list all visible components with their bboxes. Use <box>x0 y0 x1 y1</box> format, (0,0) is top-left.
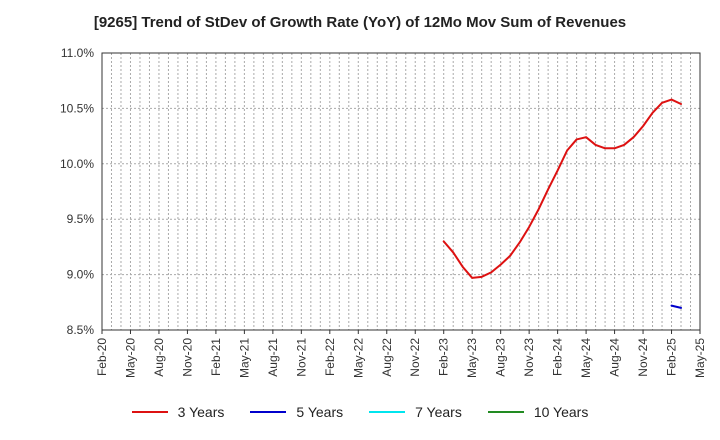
x-tick-label: Aug-20 <box>152 338 166 377</box>
x-tick-label: Feb-24 <box>551 338 565 376</box>
legend-label: 3 Years <box>177 404 225 420</box>
legend-label: 7 Years <box>415 404 462 420</box>
x-tick-label: May-21 <box>237 338 251 378</box>
x-tick-label: Feb-23 <box>437 338 451 376</box>
x-tick-label: May-24 <box>579 338 593 378</box>
x-tick-label: Feb-20 <box>95 338 109 376</box>
legend-swatch <box>131 411 168 413</box>
legend: 3 Years 5 Years 7 Years 10 Years <box>0 404 720 420</box>
x-tick-label: Feb-25 <box>665 338 679 376</box>
legend-item-7-years: 7 Years <box>369 404 462 420</box>
legend-label: 5 Years <box>296 404 344 420</box>
series-line-3-years <box>442 98 683 279</box>
x-tick-label: Aug-23 <box>494 338 508 377</box>
x-tick-label: May-23 <box>465 338 479 378</box>
x-tick-label: May-22 <box>351 338 365 378</box>
y-tick-label: 9.0% <box>67 268 95 282</box>
x-tick-label: Feb-22 <box>323 338 337 376</box>
x-tick-label: May-20 <box>123 338 137 378</box>
y-tick-label: 10.0% <box>60 157 94 171</box>
legend-swatch <box>369 411 406 413</box>
y-tick-label: 8.5% <box>67 323 95 337</box>
legend-label: 10 Years <box>533 404 589 420</box>
legend-swatch <box>487 411 524 413</box>
x-tick-label: Aug-21 <box>266 338 280 377</box>
legend-item-3-years: 3 Years <box>131 404 225 420</box>
y-tick-label: 10.5% <box>60 101 94 115</box>
x-tick-label: Aug-24 <box>608 338 622 377</box>
y-tick-label: 9.5% <box>67 212 95 226</box>
series-line-5-years <box>670 304 683 309</box>
x-tick-label: Nov-20 <box>180 338 194 377</box>
plot-area <box>102 53 700 330</box>
legend-swatch <box>250 411 287 413</box>
x-tick-label: Nov-22 <box>408 338 422 377</box>
legend-item-10-years: 10 Years <box>487 404 589 420</box>
legend-item-5-years: 5 Years <box>250 404 343 420</box>
y-tick-label: 11.0% <box>61 46 94 60</box>
chart-title: [9265] Trend of StDev of Growth Rate (Yo… <box>93 14 627 31</box>
x-tick-label: Nov-21 <box>294 338 308 377</box>
x-tick-label: Nov-24 <box>636 338 650 377</box>
plot-border <box>101 52 701 331</box>
x-tick-label: Feb-21 <box>209 338 223 376</box>
x-tick-label: May-25 <box>693 338 707 378</box>
x-tick-label: Nov-23 <box>522 338 536 377</box>
x-tick-label: Aug-22 <box>380 338 394 377</box>
